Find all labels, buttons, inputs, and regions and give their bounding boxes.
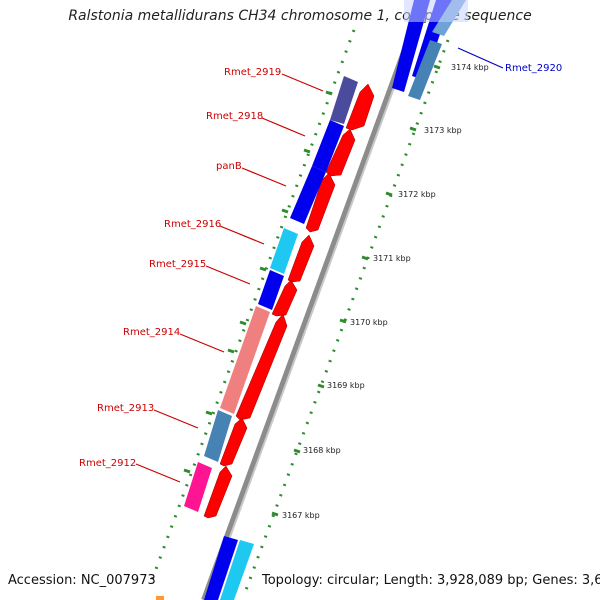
leader-rmet-2920: [457, 47, 504, 69]
gene-label-rmet-2919: Rmet_2919: [224, 67, 281, 78]
top-right-genes: [392, 0, 468, 100]
kbp-label-3171: 3171 kbp: [373, 254, 411, 263]
gene-bar-rmet-2912: [184, 462, 212, 512]
kbp-label-3174: 3174 kbp: [451, 63, 489, 72]
kbp-label-3167: 3167 kbp: [282, 511, 320, 520]
gene-bar-bottom-2: [220, 540, 254, 600]
accession-text: Accession: NC_007973: [8, 573, 156, 588]
top-header-band: [404, 0, 468, 22]
kbp-label-3169: 3169 kbp: [327, 381, 365, 390]
cds-arrow-2913: [219, 417, 248, 467]
cds-arrow-2919: [345, 83, 375, 131]
backbone-track-shadow: [206, 0, 427, 600]
gene-label-panb: panB: [216, 161, 242, 172]
kbp-label-3170: 3170 kbp: [350, 318, 388, 327]
gene-bar-rmet-2920: [392, 0, 430, 92]
leader-rmet-2918: [261, 117, 306, 137]
kbp-label-3172: 3172 kbp: [398, 190, 436, 199]
gene-bar-rmet-2915: [258, 270, 284, 310]
left-major-ticks: [183, 90, 333, 474]
gene-bar-bottom-1: [204, 536, 238, 600]
topology-summary-text: Topology: circular; Length: 3,928,089 bp…: [262, 573, 600, 588]
leader-rmet-2912: [135, 463, 181, 483]
gene-bar-rmet-2914: [220, 306, 270, 414]
cds-arrow-2915: [271, 279, 298, 317]
gene-bar-rmet-2919: [330, 76, 358, 124]
gene-bar-rmet-2913: [204, 410, 232, 462]
gene-label-rmet-2916: Rmet_2916: [164, 219, 221, 230]
right-kbp-ticks: [271, 64, 441, 517]
gene-label-rmet-2920: Rmet_2920: [505, 63, 562, 74]
gene-bar-panb: [290, 166, 326, 224]
leader-rmet-2915: [205, 265, 251, 285]
leader-rmet-2916: [219, 225, 265, 245]
gene-bar-top-3: [408, 40, 442, 100]
leader-rmet-2913: [153, 409, 199, 429]
gene-label-rmet-2912: Rmet_2912: [79, 458, 136, 469]
cds-arrow-2912: [203, 465, 233, 519]
gene-label-rmet-2913: Rmet_2913: [97, 403, 154, 414]
leader-rmet-2919: [281, 73, 324, 92]
kbp-label-3173: 3173 kbp: [424, 126, 462, 135]
gene-bars: [184, 76, 358, 512]
leader-lines: [135, 47, 504, 483]
kbp-labels: 3167 kbp 3168 kbp 3169 kbp 3170 kbp 3171…: [282, 63, 489, 520]
leader-rmet-2914: [179, 333, 225, 353]
bottom-genes: [156, 536, 254, 600]
backbone-track: [201, 0, 426, 600]
gene-label-rmet-2918: Rmet_2918: [206, 111, 263, 122]
bottom-orange-fragment: [156, 596, 164, 600]
kbp-label-3168: 3168 kbp: [303, 446, 341, 455]
gene-label-rmet-2915: Rmet_2915: [149, 259, 206, 270]
gene-bar-rmet-2918: [312, 120, 344, 172]
cds-arrows: [203, 83, 375, 519]
gene-label-rmet-2914: Rmet_2914: [123, 327, 180, 338]
leader-panb: [241, 167, 287, 187]
gene-labels: Rmet_2919 Rmet_2918 panB Rmet_2916 Rmet_…: [79, 63, 562, 469]
gene-bar-rmet-2916: [270, 228, 298, 274]
